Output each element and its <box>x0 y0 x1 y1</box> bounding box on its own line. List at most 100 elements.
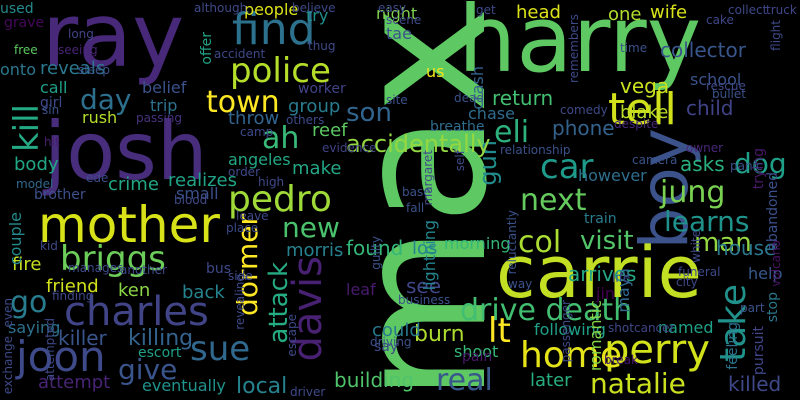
word-carrie: carrie <box>496 230 702 314</box>
word-dog: dog <box>734 147 787 180</box>
word-small: small <box>176 184 219 203</box>
word-phone: phone <box>552 116 615 140</box>
word-part: part <box>740 301 765 315</box>
word-new: new <box>282 211 340 244</box>
word-attempted: attempted <box>43 318 57 382</box>
word-margaret: margaret <box>421 150 435 206</box>
word-belief: belief <box>142 78 187 97</box>
word-attempt: attempt <box>38 372 111 393</box>
word-following: following <box>534 320 606 339</box>
word-fall: fall <box>406 201 425 215</box>
word-base: base <box>402 185 431 199</box>
word-another: another <box>120 263 167 277</box>
word-town: town <box>206 85 280 120</box>
word-back: back <box>182 282 225 303</box>
word-named: named <box>658 318 714 337</box>
word-volcano: volcano <box>769 240 783 287</box>
word-perry: perry <box>604 327 710 373</box>
word-reveals: reveals <box>40 58 106 79</box>
word-sleep: sleep <box>78 63 110 77</box>
word-trip: trip <box>150 96 178 115</box>
word-used: used <box>0 1 34 17</box>
word-pedro: pedro <box>228 179 332 220</box>
word-worker: worker <box>298 81 346 97</box>
word-ray: ray <box>42 0 185 87</box>
word-leave: leave <box>236 209 269 223</box>
word-breathe: breathe <box>430 119 485 135</box>
word-accident: accident <box>214 47 266 61</box>
word-col: col <box>518 225 562 260</box>
word-asks: asks <box>680 152 725 176</box>
word-blood: blood <box>174 193 208 207</box>
word-sin: sin <box>42 103 60 117</box>
word-ede: ede <box>86 171 109 185</box>
word-home: home <box>520 335 623 376</box>
word-thug: thug <box>308 39 336 53</box>
word-time: time <box>620 41 648 55</box>
word-ken: ken <box>118 280 151 301</box>
word-tell: tell <box>608 84 677 135</box>
word-flight: flight <box>769 20 783 51</box>
word-city: city <box>676 275 698 289</box>
word-passenger: passenger <box>559 300 573 363</box>
word-cancer: cancer <box>634 321 675 335</box>
word-finding: finding <box>52 289 94 303</box>
word-charles: charles <box>64 289 209 335</box>
word-girl: girl <box>40 95 63 111</box>
word-drive-death: drive death <box>460 293 633 328</box>
word-friend: friend <box>46 276 99 297</box>
word-bullet: bullet <box>712 87 746 101</box>
word-building: building <box>334 368 415 392</box>
word-arrives: arrives <box>568 262 637 286</box>
word-police: police <box>230 51 331 91</box>
word-shot: shot <box>608 321 634 335</box>
word-collector: collector <box>660 38 746 62</box>
word-relationship: relationship <box>500 143 571 157</box>
word-rescue: rescue <box>706 79 746 93</box>
word-kid: kid <box>40 239 58 253</box>
word-feeling: feeling <box>725 322 741 370</box>
word-panic: panic <box>730 159 763 173</box>
word-child: child <box>686 96 734 120</box>
word-learns: learns <box>664 205 750 238</box>
word-fire: fire <box>12 254 42 275</box>
word-ah: ah <box>262 121 300 156</box>
word-get: get <box>476 3 496 17</box>
word-next: next <box>520 183 587 218</box>
word-dead: dead <box>454 91 484 105</box>
word-visit: visit <box>580 226 634 256</box>
word-go: go <box>10 285 48 320</box>
word-accidentally: accidentally <box>346 130 491 158</box>
word-say: say <box>374 339 399 355</box>
word-burn: burn <box>414 322 465 347</box>
word-onto: onto <box>0 60 36 79</box>
word-school: school <box>690 70 742 89</box>
word-throw: throw <box>228 108 280 129</box>
word-josh: josh <box>44 105 208 198</box>
word-escape: escape <box>285 314 299 357</box>
word-manages: manages <box>68 261 124 275</box>
word-white: white <box>689 230 703 263</box>
word-found: found <box>346 236 404 260</box>
word-blake: blake <box>620 102 669 123</box>
word-stop: stop <box>765 292 781 323</box>
word-grave: grave <box>4 15 45 31</box>
word-driving: driving <box>370 335 412 349</box>
word-people: people <box>244 0 299 19</box>
word-despite: despite <box>614 117 659 131</box>
word-reluctantly: reluctantly <box>505 210 519 275</box>
word-us: us <box>426 62 445 81</box>
word-even: even <box>1 298 15 328</box>
word-kill: kill <box>7 104 47 153</box>
word-chase: chase <box>468 104 515 123</box>
word-order: order <box>228 165 260 179</box>
word-killing: killing <box>128 326 194 351</box>
word-evidence: evidence <box>322 141 377 155</box>
word-side: side <box>228 269 253 283</box>
word-comedy: comedy <box>560 103 608 117</box>
word-car: car <box>540 147 594 187</box>
word-cake: cake <box>706 13 734 27</box>
word-tae: tae <box>386 24 412 43</box>
word-house: house <box>716 236 777 260</box>
